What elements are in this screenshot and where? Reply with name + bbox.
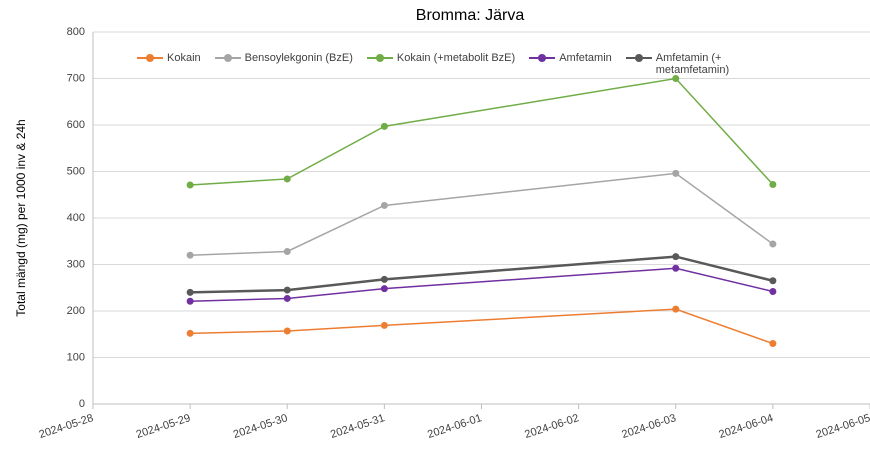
- data-point: [283, 294, 291, 302]
- data-point: [380, 285, 388, 293]
- y-tick-label: 600: [67, 119, 85, 131]
- data-point: [380, 275, 388, 283]
- x-tick-label: 2024-06-04: [717, 412, 774, 441]
- y-tick-label: 500: [67, 165, 85, 177]
- y-tick-label: 700: [67, 72, 85, 84]
- data-point: [186, 181, 194, 189]
- x-tick-label: 2024-05-28: [38, 412, 95, 441]
- series-line: [190, 172, 774, 256]
- data-point: [769, 287, 777, 295]
- x-tick-label: 2024-05-30: [232, 412, 289, 441]
- y-tick-label: 100: [67, 351, 85, 363]
- legend-item: Kokain (+metabolit BzE): [366, 52, 516, 76]
- legend-item: Bensoylekgonin (BzE): [214, 52, 353, 76]
- data-point: [186, 297, 194, 305]
- y-tick-label: 200: [67, 305, 85, 317]
- x-tick-label: 2024-05-31: [329, 412, 386, 441]
- data-point: [186, 251, 194, 259]
- legend-label: Kokain: [167, 52, 201, 64]
- legend-swatch: [366, 52, 393, 64]
- legend: Kokain Bensoylekgonin (BzE) Kokain (+metab…: [137, 52, 770, 76]
- data-point: [380, 201, 388, 209]
- legend-label: Amfetamin: [559, 52, 612, 64]
- y-tick-label: 0: [79, 398, 85, 410]
- data-point: [672, 253, 680, 261]
- x-tick-label: 2024-05-29: [135, 412, 192, 441]
- data-point: [672, 264, 680, 272]
- series-line: [190, 77, 774, 186]
- legend-swatch: [625, 52, 652, 64]
- data-point: [283, 286, 291, 294]
- legend-item: Kokain: [137, 52, 201, 76]
- legend-label: Amfetamin (+ metamfetamin): [655, 52, 730, 76]
- y-axis-label: Total mängd (mg) per 1000 inv & 24h: [14, 119, 28, 316]
- series-line: [190, 267, 774, 302]
- legend-label: Bensoylekgonin (BzE): [244, 52, 353, 64]
- series-line: [190, 255, 774, 294]
- data-point: [769, 340, 777, 348]
- x-tick-label: 2024-06-01: [426, 412, 483, 441]
- y-tick-label: 800: [67, 26, 85, 38]
- legend-item: Amfetamin (+ metamfetamin): [625, 52, 756, 76]
- data-point: [186, 288, 194, 296]
- x-tick-label: 2024-06-02: [523, 412, 580, 441]
- y-tick-label: 300: [67, 258, 85, 270]
- data-point: [672, 305, 680, 313]
- data-point: [283, 175, 291, 183]
- legend-label: Kokain (+metabolit BzE): [396, 52, 516, 64]
- x-tick-label: 2024-06-05: [815, 412, 870, 441]
- legend-item: Amfetamin: [529, 52, 612, 76]
- x-tick-label: 2024-06-03: [620, 412, 677, 441]
- data-point: [283, 247, 291, 255]
- data-point: [769, 181, 777, 189]
- data-point: [769, 277, 777, 285]
- data-point: [186, 329, 194, 337]
- series-line: [190, 308, 774, 345]
- legend-swatch: [529, 52, 556, 64]
- legend-swatch: [214, 52, 241, 64]
- data-point: [672, 75, 680, 82]
- chart-title: Bromma: Järva: [416, 7, 525, 24]
- data-point: [380, 122, 388, 130]
- data-point: [283, 327, 291, 335]
- y-tick-label: 400: [67, 212, 85, 224]
- legend-swatch: [137, 52, 163, 64]
- data-point: [769, 240, 777, 248]
- data-point: [672, 169, 680, 177]
- data-point: [380, 321, 388, 329]
